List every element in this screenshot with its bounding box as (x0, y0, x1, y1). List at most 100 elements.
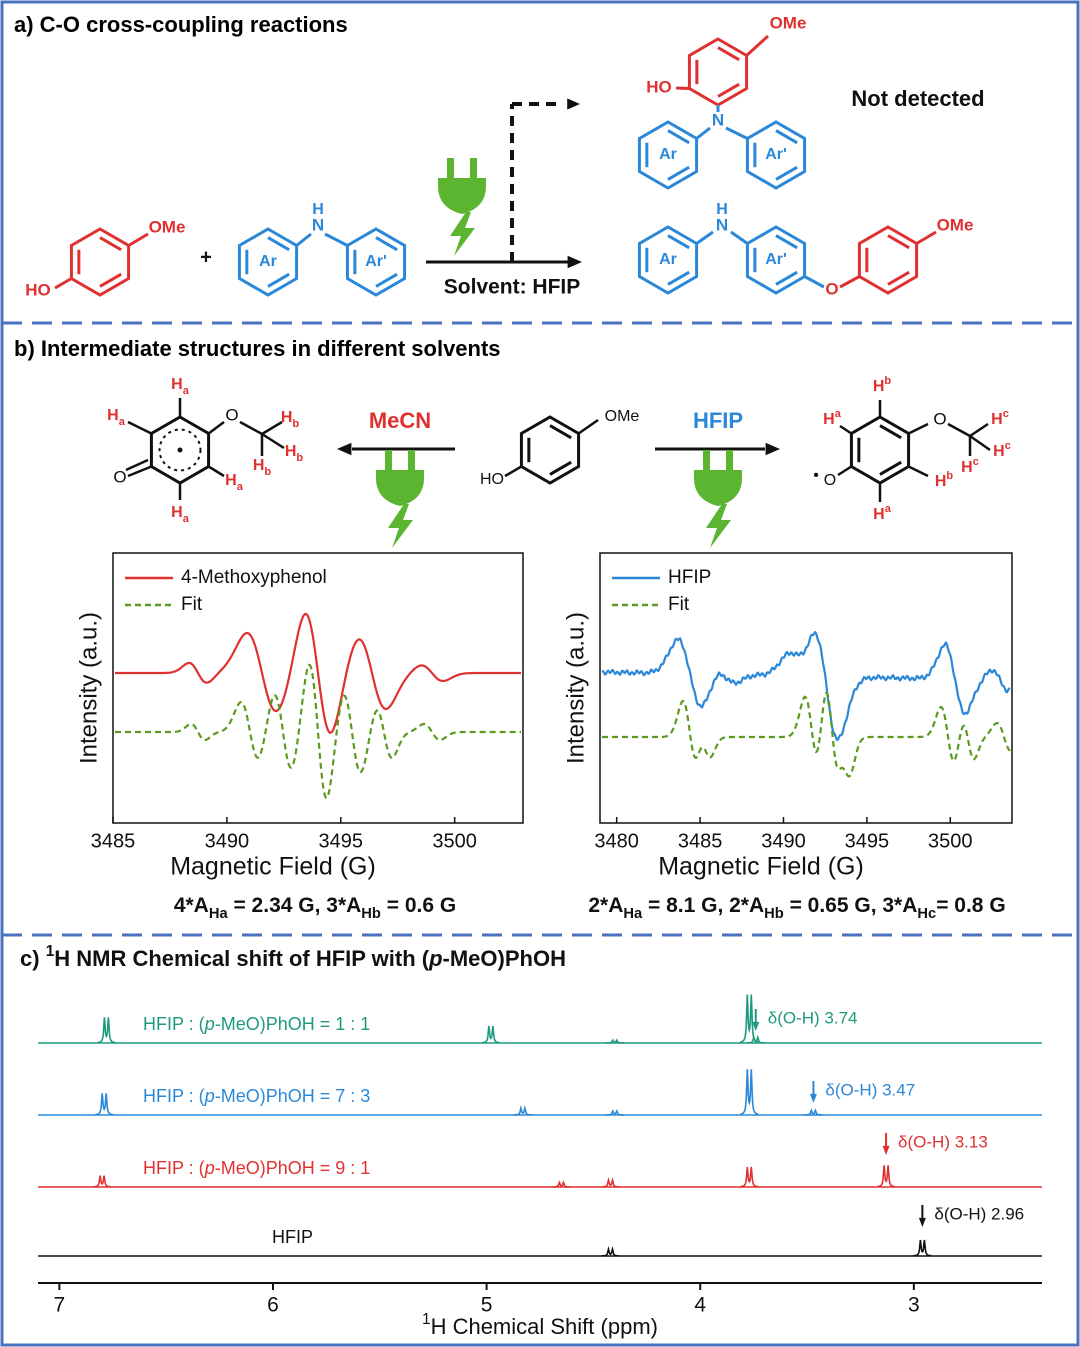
bond (267, 236, 290, 252)
x-tick-label: 6 (267, 1294, 279, 1317)
text-part: p (204, 1014, 215, 1034)
text-part: = 0.6 G (381, 894, 456, 917)
text-part: b (292, 418, 299, 430)
nmr-peak (97, 1017, 116, 1044)
text-part: b (264, 466, 271, 478)
bond (667, 234, 690, 250)
spectrum (115, 612, 521, 734)
plug-body (438, 178, 486, 214)
x-tick-label: 3495 (319, 830, 364, 852)
label: O (113, 467, 126, 486)
text-part: c (1005, 440, 1011, 452)
plug-prong (470, 158, 477, 178)
bond (969, 434, 991, 452)
bond (324, 232, 349, 247)
atom-label: Ha (171, 504, 190, 525)
text-part: Hb (764, 906, 784, 922)
bond (695, 126, 711, 140)
bond (261, 432, 285, 450)
trace-label: HFIP : (p-MeO)PhOH = 1 : 1 (143, 1014, 370, 1034)
label: O (933, 409, 946, 428)
label: Ar' (365, 253, 387, 270)
text-part: HFIP : ( (143, 1014, 205, 1034)
plug-body (694, 470, 742, 506)
arrow-head (882, 1145, 890, 1155)
bond (261, 420, 283, 436)
atom-label: Hc (991, 408, 1009, 428)
plug-prong (447, 158, 454, 178)
atom-label: Ha (823, 408, 842, 428)
bond (745, 34, 770, 57)
x-axis-label: Magnetic Field (G) (658, 853, 864, 881)
legend-label: HFIP (668, 567, 711, 588)
y-axis-label: Intensity (a.u.) (562, 612, 589, 764)
label: N (716, 215, 728, 234)
nmr-peak (513, 1104, 532, 1116)
text-part: H (225, 472, 237, 489)
bond (915, 230, 937, 245)
nmr-peak (601, 1176, 620, 1188)
nmr-peak (740, 1166, 759, 1188)
label: + (200, 246, 212, 268)
bond (839, 424, 853, 435)
text-part: HFIP : ( (143, 1086, 205, 1106)
text-part: a (885, 503, 892, 515)
plug-body (376, 470, 424, 506)
bond (127, 420, 152, 435)
atom-label: Hb (285, 443, 304, 464)
x-axis-label: 1H Chemical Shift (ppm) (422, 1311, 658, 1339)
x-tick-label: 3485 (678, 830, 723, 852)
x-tick-label: 3 (908, 1294, 920, 1317)
label: HFIP (693, 408, 743, 433)
text-part: H (107, 407, 119, 424)
arrow-head (765, 442, 780, 456)
ring (519, 415, 581, 485)
annotation-label: δ(O-H) 3.13 (898, 1132, 988, 1151)
x-tick-label: 3480 (594, 830, 639, 852)
bond (908, 422, 929, 435)
bond (879, 424, 902, 440)
text-part: a (183, 385, 190, 397)
text-part: 4*A (174, 894, 209, 917)
text-part: a (835, 408, 842, 420)
label: HO (25, 280, 51, 299)
arrow-head (752, 1021, 760, 1031)
plot-frame (112, 552, 524, 824)
text-part: H (285, 443, 297, 460)
nmr-peak (93, 1175, 112, 1188)
bond (549, 424, 572, 440)
bond (908, 465, 929, 478)
ring (69, 227, 131, 297)
text-part: H (253, 457, 265, 474)
text-part: p (428, 946, 442, 971)
label: HO (480, 471, 504, 488)
plot-frame (599, 552, 1013, 824)
ring (857, 225, 919, 295)
ring (637, 120, 699, 190)
label: OMe (770, 13, 807, 32)
panel-title: b) Intermediate structures in different … (14, 336, 501, 361)
panel-title: c) 1H NMR Chemical shift of HFIP with (p… (20, 943, 566, 971)
spectrum (602, 691, 1011, 778)
trace-label: HFIP : (p-MeO)PhOH = 7 : 3 (143, 1086, 370, 1106)
x-tick-label: 5 (481, 1294, 493, 1317)
text-part: -MeO)PhOH = 9 : 1 (215, 1158, 371, 1178)
bond (837, 465, 853, 477)
spectrum (115, 663, 521, 800)
atom-label: Ha (873, 503, 892, 523)
label: • (813, 467, 819, 484)
atom-label: Hb (253, 457, 272, 478)
nmr-peak (746, 1034, 765, 1044)
text-part: = 0.65 G, 3*A (784, 894, 918, 917)
text-part: 1 (46, 943, 55, 960)
atom-label: Hb (935, 470, 954, 490)
trace-label: HFIP : (p-MeO)PhOH = 9 : 1 (143, 1158, 370, 1178)
x-tick-label: 3495 (845, 830, 890, 852)
label: N (312, 215, 324, 234)
atom-label: Hc (993, 440, 1011, 460)
bond (667, 129, 690, 145)
bond (667, 165, 690, 181)
arrow-head (918, 1217, 926, 1227)
annotation-label: δ(O-H) 3.47 (825, 1080, 915, 1099)
